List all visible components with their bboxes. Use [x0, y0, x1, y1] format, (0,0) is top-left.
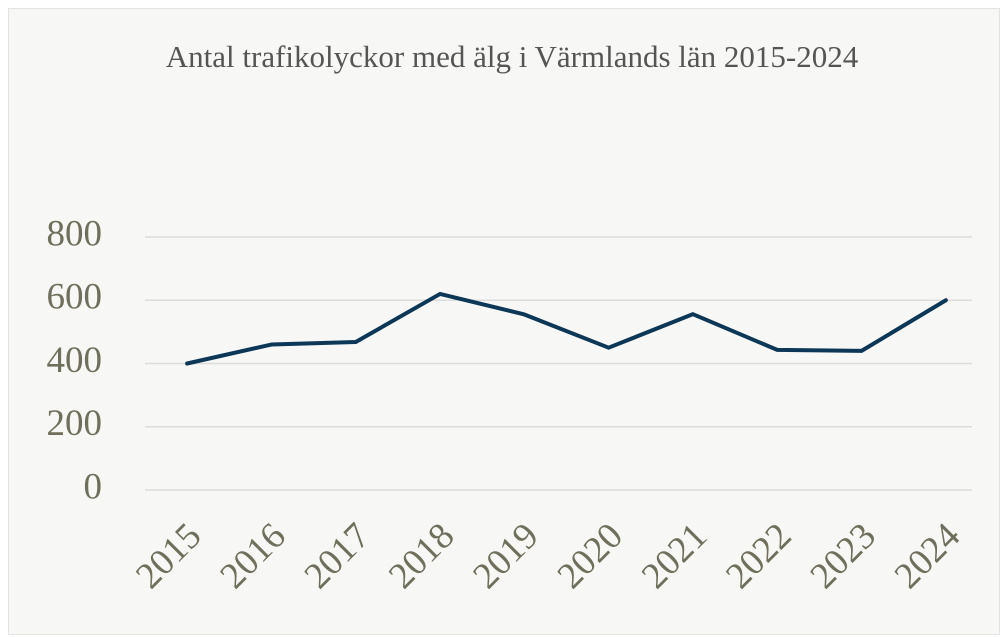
- x-tick-label: 2021: [634, 515, 715, 596]
- y-tick-label: 200: [47, 403, 103, 444]
- x-tick-label: 2017: [297, 515, 378, 596]
- chart-area: [8, 8, 1000, 635]
- x-tick-label: 2023: [803, 515, 884, 596]
- x-tick-label: 2024: [887, 515, 968, 596]
- x-tick-label: 2019: [465, 515, 546, 596]
- x-tick-label: 2020: [550, 515, 631, 596]
- x-tick-label: 2018: [381, 515, 462, 596]
- x-tick-label: 2015: [128, 515, 209, 596]
- chart-title: Antal trafikolyckor med älg i Värmlands …: [165, 39, 859, 74]
- x-tick-label: 2016: [212, 515, 293, 596]
- y-tick-label: 0: [84, 466, 103, 507]
- y-tick-label: 400: [47, 340, 103, 381]
- data-line: [185, 291, 948, 366]
- x-tick-label: 2022: [718, 515, 799, 596]
- y-tick-label: 600: [47, 277, 103, 318]
- y-tick-label: 800: [47, 213, 103, 254]
